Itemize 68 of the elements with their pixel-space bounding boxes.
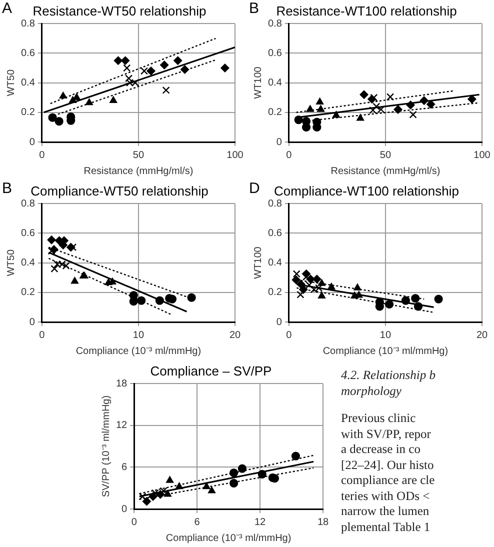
x-tick-label: 50 bbox=[132, 150, 144, 161]
chart-title: Compliance-WT100 relationship bbox=[274, 183, 459, 198]
y-tick-label: 0.4 bbox=[268, 258, 282, 269]
text: A bbox=[2, 0, 12, 17]
y-tick-label: 0.6 bbox=[20, 48, 36, 59]
x-tick-label: 50 bbox=[380, 150, 392, 161]
text: B bbox=[249, 0, 260, 17]
y-axis-title: WT50 bbox=[6, 249, 17, 276]
x-tick-label: 100 bbox=[226, 150, 244, 161]
y-tick-label: 0.8 bbox=[20, 18, 36, 30]
text: plemental Table 1 bbox=[341, 520, 432, 535]
y-tick-label: 0.4 bbox=[20, 258, 36, 269]
x-tick-label: 0 bbox=[131, 516, 138, 528]
y-tick-label: 0.6 bbox=[20, 228, 36, 239]
text: D bbox=[249, 180, 260, 197]
text: compliance are cle bbox=[341, 473, 436, 488]
y-tick-label: 0 bbox=[122, 504, 128, 515]
x-axis-title: Compliance (10⁻³ ml/mmHg) bbox=[166, 532, 292, 544]
y-tick-label: 18 bbox=[116, 378, 128, 390]
y-tick-label: 0.4 bbox=[20, 78, 36, 89]
chart-title: Resistance-WT50 relationship bbox=[32, 3, 206, 18]
text: teries with ODs < bbox=[341, 488, 431, 504]
x-tick-label: 0 bbox=[286, 150, 292, 161]
y-tick-label: 12 bbox=[116, 420, 128, 432]
x-tick-label: 20 bbox=[229, 330, 241, 341]
y-axis-title: WT100 bbox=[252, 246, 264, 279]
y-tick-label: 0.6 bbox=[268, 48, 282, 59]
y-axis-title: WT50 bbox=[6, 69, 17, 96]
y-tick-label: 0.2 bbox=[268, 107, 282, 118]
y-tick-label: 0 bbox=[29, 316, 36, 328]
x-axis-title: Compliance (10⁻³ ml/mmHg) bbox=[322, 346, 448, 357]
x-tick-label: 6 bbox=[194, 516, 200, 528]
x-tick-label: 20 bbox=[476, 330, 488, 341]
text: narrow the lumen bbox=[341, 504, 430, 520]
y-tick-label: 0.8 bbox=[20, 198, 36, 210]
x-tick-label: 18 bbox=[317, 516, 329, 528]
chart-title: Compliance-WT50 relationship bbox=[30, 183, 208, 198]
x-tick-label: 10 bbox=[132, 330, 144, 341]
y-tick-label: 6 bbox=[122, 462, 128, 473]
x-tick-label: 10 bbox=[380, 330, 392, 341]
x-tick-label: 12 bbox=[254, 516, 266, 528]
y-axis-title: WT100 bbox=[252, 66, 264, 99]
x-tick-label: 0 bbox=[39, 330, 46, 341]
y-axis-title: SV/PP (10⁻³ ml/mmHg) bbox=[100, 395, 112, 498]
y-tick-label: 0.4 bbox=[268, 78, 282, 89]
y-tick-label: 0.2 bbox=[268, 287, 282, 298]
text: with SV/PP, repor bbox=[341, 426, 432, 442]
text: Previous clinic bbox=[341, 411, 417, 426]
text: 4.2. Relationship b morphology bbox=[341, 368, 436, 399]
x-axis-title: Resistance (mmHg/ml/s) bbox=[330, 166, 440, 177]
chart-title: Compliance – SV/PP bbox=[150, 363, 272, 378]
text: a decrease in co bbox=[341, 442, 422, 458]
text: B bbox=[2, 180, 12, 197]
y-tick-label: 0 bbox=[276, 136, 282, 148]
y-tick-label: 0.2 bbox=[20, 107, 36, 118]
y-tick-label: 0 bbox=[29, 136, 36, 148]
text: [22–24]. Our histo bbox=[341, 458, 435, 473]
y-tick-label: 0.8 bbox=[268, 198, 282, 210]
x-axis-title: Compliance (10⁻³ ml/mmHg) bbox=[76, 346, 202, 357]
x-tick-label: 0 bbox=[39, 150, 46, 161]
y-tick-label: 0 bbox=[276, 316, 282, 328]
x-tick-label: 100 bbox=[474, 150, 491, 161]
x-axis-title: Resistance (mmHg/ml/s) bbox=[84, 166, 194, 177]
y-tick-label: 0.6 bbox=[268, 228, 282, 239]
y-tick-label: 0.8 bbox=[268, 18, 282, 30]
y-tick-label: 0.2 bbox=[20, 287, 36, 298]
chart-title: Resistance-WT100 relationship bbox=[276, 3, 457, 18]
x-tick-label: 0 bbox=[286, 330, 292, 341]
